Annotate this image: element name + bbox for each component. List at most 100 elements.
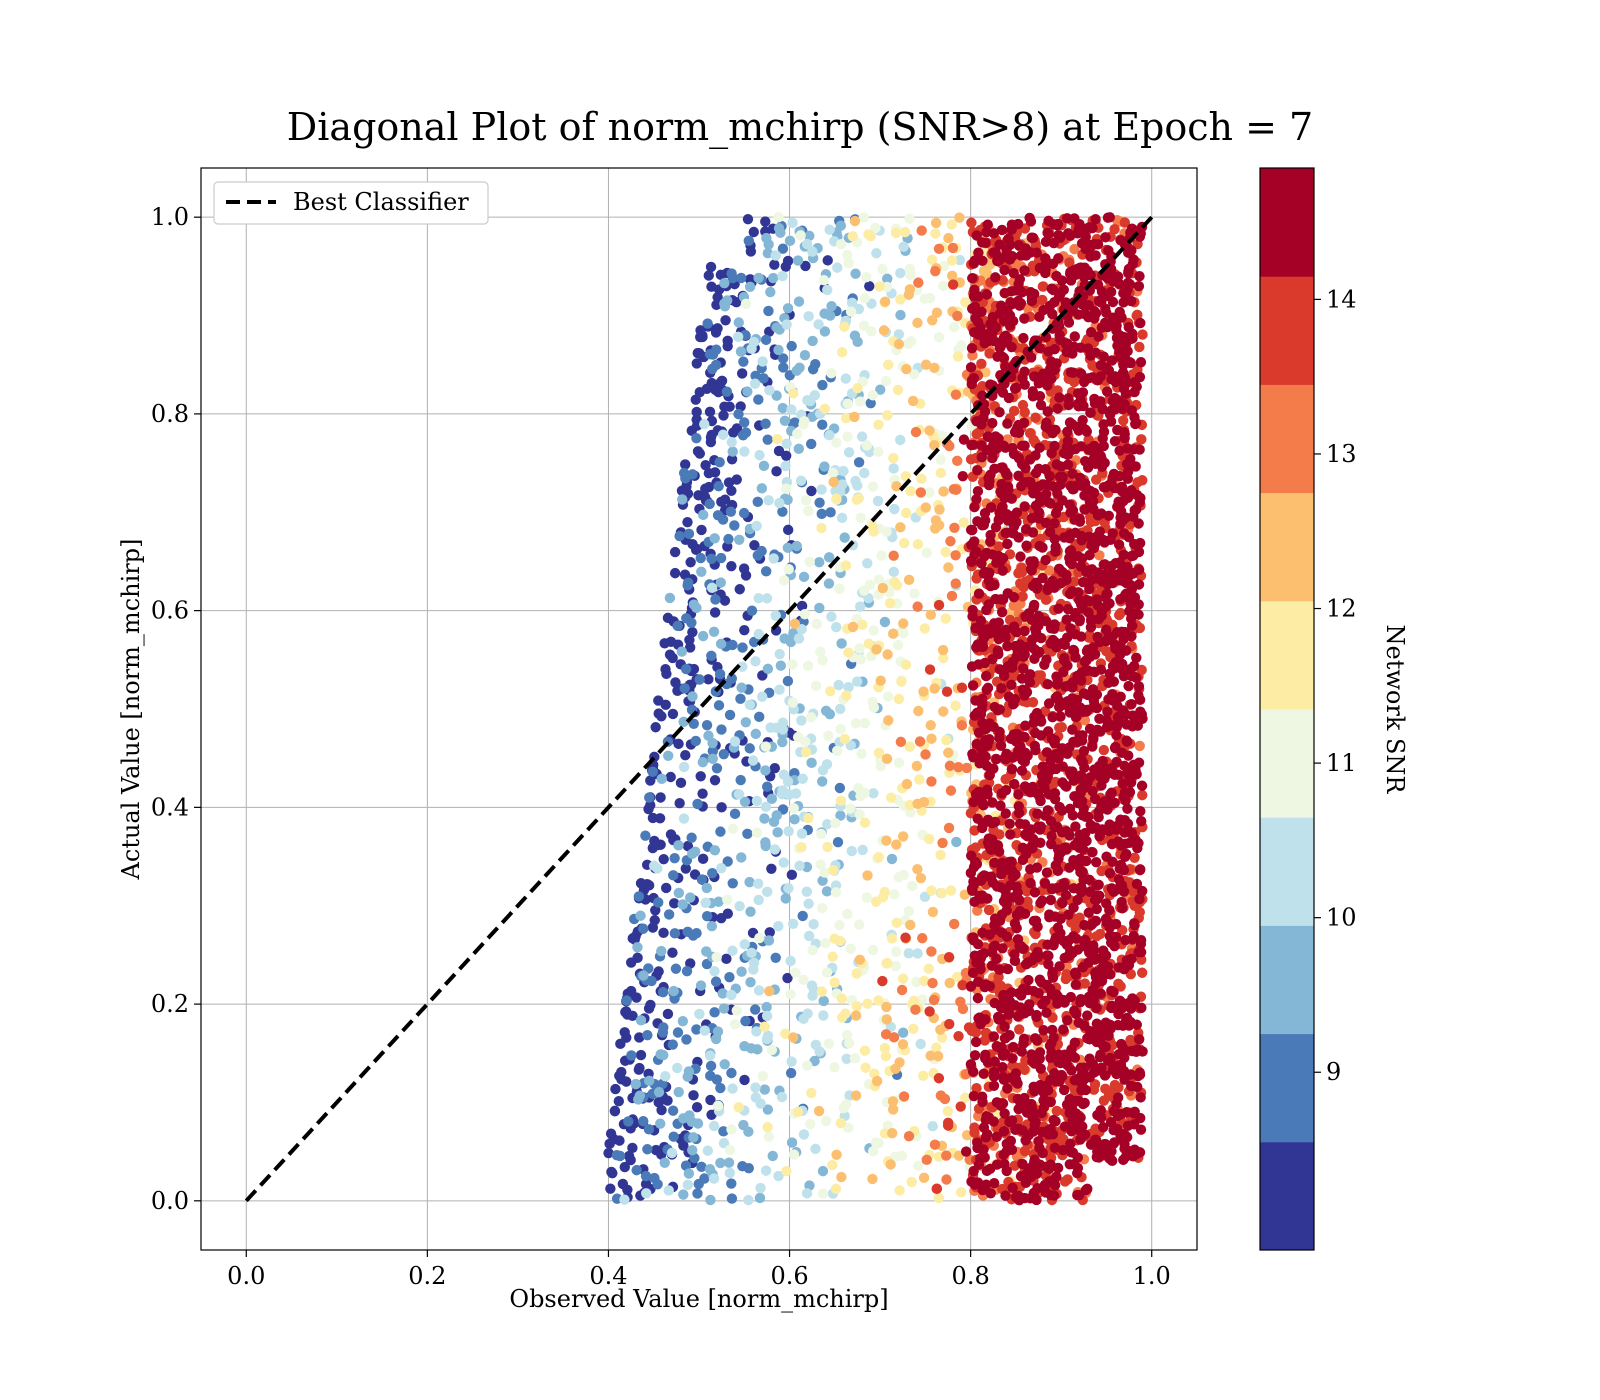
- scatter-point: [1052, 922, 1064, 933]
- scatter-point: [846, 845, 857, 857]
- scatter-point: [826, 301, 837, 312]
- scatter-point: [1095, 1036, 1106, 1048]
- scatter-point: [1104, 1153, 1115, 1164]
- scatter-point: [990, 247, 1001, 258]
- scatter-point: [1009, 640, 1021, 652]
- scatter-point: [930, 228, 941, 239]
- scatter-point: [715, 1082, 726, 1094]
- scatter-point: [1115, 594, 1126, 605]
- scatter-point: [946, 255, 958, 266]
- scatter-point: [763, 1131, 775, 1142]
- scatter-point: [1106, 787, 1117, 798]
- scatter-point: [792, 255, 804, 266]
- scatter-point: [1109, 223, 1120, 235]
- scatter-point: [1009, 778, 1020, 790]
- scatter-point: [973, 976, 984, 988]
- scatter-point: [839, 532, 850, 543]
- scatter-point: [930, 217, 942, 229]
- scatter-point: [1062, 338, 1073, 349]
- scatter-point: [1094, 928, 1106, 940]
- scatter-point: [950, 578, 961, 589]
- scatter-point: [881, 1014, 892, 1025]
- scatter-point: [900, 507, 912, 519]
- scatter-point: [1106, 355, 1118, 366]
- scatter-point: [933, 332, 945, 343]
- scatter-point: [1008, 729, 1020, 740]
- scatter-point: [699, 418, 710, 430]
- scatter-point: [803, 505, 814, 517]
- scatter-point: [1115, 235, 1126, 246]
- scatter-point: [715, 1157, 726, 1169]
- scatter-point: [821, 819, 833, 830]
- scatter-point: [830, 817, 841, 829]
- scatter-point: [656, 1104, 667, 1116]
- scatter-point: [789, 618, 801, 629]
- scatter-point: [935, 454, 946, 465]
- scatter-point: [754, 449, 765, 461]
- scatter-point: [753, 985, 765, 996]
- scatter-point: [918, 1070, 929, 1082]
- scatter-point: [1039, 995, 1051, 1007]
- scatter-point: [1121, 1107, 1132, 1118]
- scatter-point: [915, 1038, 926, 1050]
- scatter-point: [735, 693, 746, 705]
- scatter-point: [849, 215, 861, 227]
- scatter-point: [887, 1104, 899, 1115]
- scatter-point: [729, 520, 740, 531]
- scatter-point: [1068, 645, 1080, 656]
- scatter-point: [859, 467, 870, 479]
- scatter-point: [1025, 877, 1036, 889]
- scatter-point: [840, 373, 851, 384]
- scatter-point: [739, 625, 750, 636]
- scatter-point: [861, 440, 873, 451]
- scatter-point: [724, 1144, 736, 1156]
- scatter-point: [880, 1029, 892, 1040]
- scatter-point: [767, 1150, 778, 1162]
- scatter-point: [738, 507, 750, 519]
- scatter-point: [665, 829, 677, 840]
- scatter-point: [966, 556, 977, 568]
- scatter-point: [1101, 645, 1112, 657]
- scatter-point: [862, 870, 873, 881]
- scatter-point: [918, 686, 929, 697]
- scatter-point: [1135, 492, 1146, 504]
- scatter-point: [1100, 624, 1112, 635]
- scatter-point: [795, 230, 806, 241]
- scatter-point: [1000, 527, 1011, 539]
- scatter-point: [715, 577, 727, 588]
- scatter-point: [1092, 631, 1103, 643]
- scatter-point: [1060, 569, 1072, 581]
- scatter-point: [1037, 1147, 1048, 1159]
- scatter-point: [824, 709, 836, 720]
- scatter-point: [918, 1172, 930, 1183]
- scatter-point: [1116, 312, 1127, 323]
- scatter-point: [762, 1122, 773, 1133]
- scatter-point: [1072, 797, 1084, 809]
- scatter-point: [750, 370, 761, 382]
- scatter-point: [695, 980, 707, 991]
- scatter-point: [885, 792, 897, 803]
- scatter-point: [691, 432, 702, 444]
- scatter-point: [893, 338, 905, 350]
- scatter-point: [1037, 281, 1049, 292]
- scatter-point: [824, 224, 835, 235]
- scatter-points: [603, 212, 1148, 1206]
- scatter-point: [662, 1008, 674, 1020]
- scatter-point: [892, 639, 904, 651]
- scatter-point: [797, 773, 808, 784]
- scatter-point: [993, 633, 1004, 645]
- scatter-point: [785, 989, 796, 1000]
- scatter-point: [926, 254, 938, 265]
- scatter-point: [748, 336, 760, 348]
- scatter-point: [1133, 280, 1145, 292]
- scatter-point: [995, 300, 1007, 311]
- scatter-point: [1125, 1016, 1136, 1028]
- scatter-point: [1081, 594, 1092, 606]
- scatter-point: [868, 788, 879, 799]
- scatter-point: [968, 935, 979, 946]
- scatter-point: [770, 952, 781, 964]
- scatter-point: [881, 958, 892, 969]
- scatter-point: [703, 730, 714, 741]
- scatter-point: [1051, 1105, 1063, 1117]
- scatter-point: [984, 841, 995, 852]
